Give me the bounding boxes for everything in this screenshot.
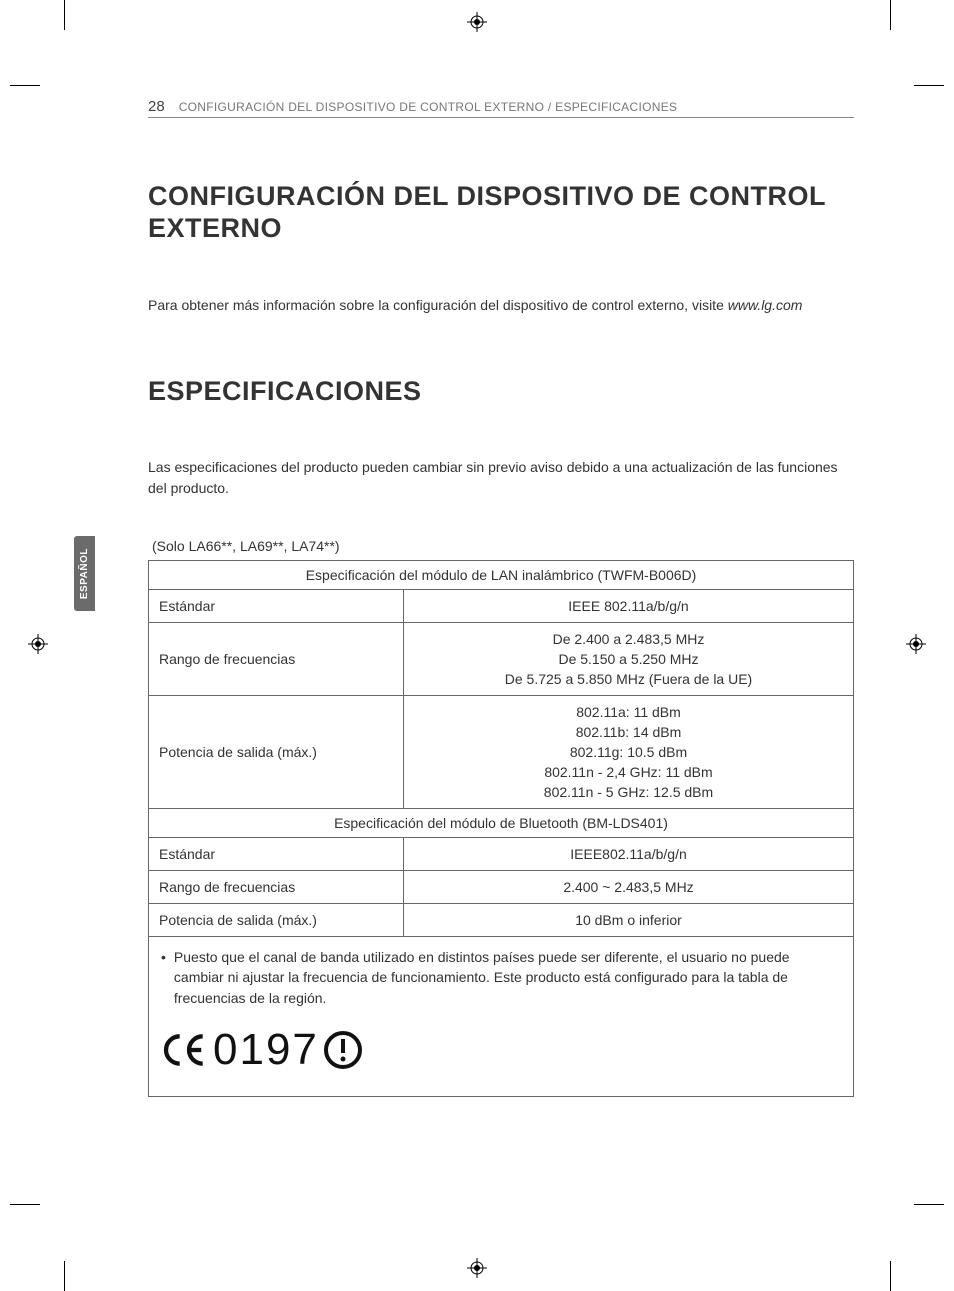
value-line: IEEE 802.11a/b/g/n [414, 596, 843, 616]
table-row: Estándar IEEE 802.11a/b/g/n [149, 590, 854, 623]
ce-mark-icon [161, 1027, 207, 1073]
crop-mark [890, 1261, 891, 1291]
row-label: Rango de frecuencias [149, 871, 404, 904]
crop-mark [914, 1204, 944, 1205]
table-footnote-row: • Puesto que el canal de banda utilizado… [149, 937, 854, 1097]
row-value: 2.400 ~ 2.483,5 MHz [404, 871, 854, 904]
crop-mark [10, 85, 40, 86]
page: ESPAÑOL 28 CONFIGURACIÓN DEL DISPOSITIVO… [0, 0, 954, 1291]
ce-number: 0197 [213, 1018, 319, 1082]
page-number: 28 [148, 98, 165, 115]
crop-mark [890, 0, 891, 30]
table-row: Rango de frecuencias De 2.400 a 2.483,5 … [149, 623, 854, 696]
value-line: 802.11n - 2,4 GHz: 11 dBm [414, 762, 843, 782]
table-row: Potencia de salida (máx.) 10 dBm o infer… [149, 904, 854, 937]
row-label: Potencia de salida (máx.) [149, 696, 404, 809]
spec-table: Especificación del módulo de LAN inalámb… [148, 560, 854, 1097]
row-value: De 2.400 a 2.483,5 MHz De 5.150 a 5.250 … [404, 623, 854, 696]
models-note: (Solo LA66**, LA69**, LA74**) [152, 538, 854, 554]
section-1-title: CONFIGURACIÓN DEL DISPOSITIVO DE CONTROL… [148, 180, 854, 245]
content-area: 28 CONFIGURACIÓN DEL DISPOSITIVO DE CONT… [148, 98, 854, 1097]
section-2-title: ESPECIFICACIONES [148, 375, 854, 407]
language-tab-label: ESPAÑOL [79, 548, 90, 599]
registration-mark-icon [28, 634, 48, 654]
section-1-url: www.lg.com [728, 297, 803, 313]
bullet-icon: • [161, 947, 166, 1008]
value-line: De 5.725 a 5.850 MHz (Fuera de la UE) [414, 669, 843, 689]
section-1-body-text: Para obtener más información sobre la co… [148, 297, 728, 313]
table-row: Potencia de salida (máx.) 802.11a: 11 dB… [149, 696, 854, 809]
running-head: 28 CONFIGURACIÓN DEL DISPOSITIVO DE CONT… [148, 98, 854, 118]
crop-mark [10, 1204, 40, 1205]
value-line: 802.11b: 14 dBm [414, 722, 843, 742]
running-head-title: CONFIGURACIÓN DEL DISPOSITIVO DE CONTROL… [179, 100, 678, 114]
table-row: Estándar IEEE802.11a/b/g/n [149, 838, 854, 871]
row-value: 10 dBm o inferior [404, 904, 854, 937]
row-label: Rango de frecuencias [149, 623, 404, 696]
row-label: Estándar [149, 590, 404, 623]
bt-header: Especificación del módulo de Bluetooth (… [149, 809, 854, 838]
crop-mark [64, 0, 65, 30]
value-line: IEEE802.11a/b/g/n [414, 844, 843, 864]
footnote-text: Puesto que el canal de banda utilizado e… [174, 947, 841, 1008]
value-line: 802.11g: 10.5 dBm [414, 742, 843, 762]
wlan-header: Especificación del módulo de LAN inalámb… [149, 561, 854, 590]
crop-mark [914, 85, 944, 86]
footnote-cell: • Puesto que el canal de banda utilizado… [149, 937, 854, 1097]
section-1-body: Para obtener más información sobre la co… [148, 295, 854, 315]
value-line: 10 dBm o inferior [414, 910, 843, 930]
row-value: IEEE 802.11a/b/g/n [404, 590, 854, 623]
row-value: 802.11a: 11 dBm 802.11b: 14 dBm 802.11g:… [404, 696, 854, 809]
registration-mark-icon [906, 634, 926, 654]
row-label: Potencia de salida (máx.) [149, 904, 404, 937]
value-line: De 5.150 a 5.250 MHz [414, 649, 843, 669]
row-value: IEEE802.11a/b/g/n [404, 838, 854, 871]
row-label: Estándar [149, 838, 404, 871]
value-line: De 2.400 a 2.483,5 MHz [414, 629, 843, 649]
value-line: 802.11n - 5 GHz: 12.5 dBm [414, 782, 843, 802]
section-2-body: Las especificaciones del producto pueden… [148, 457, 854, 498]
registration-mark-icon [467, 12, 487, 32]
crop-mark [64, 1261, 65, 1291]
ce-mark-row: 0197 [161, 1018, 841, 1082]
footnote-bullet: • Puesto que el canal de banda utilizado… [161, 947, 841, 1008]
table-row: Rango de frecuencias 2.400 ~ 2.483,5 MHz [149, 871, 854, 904]
value-line: 2.400 ~ 2.483,5 MHz [414, 877, 843, 897]
alert-circle-icon [323, 1030, 363, 1070]
value-line: 802.11a: 11 dBm [414, 702, 843, 722]
language-tab: ESPAÑOL [74, 536, 95, 611]
registration-mark-icon [467, 1258, 487, 1278]
